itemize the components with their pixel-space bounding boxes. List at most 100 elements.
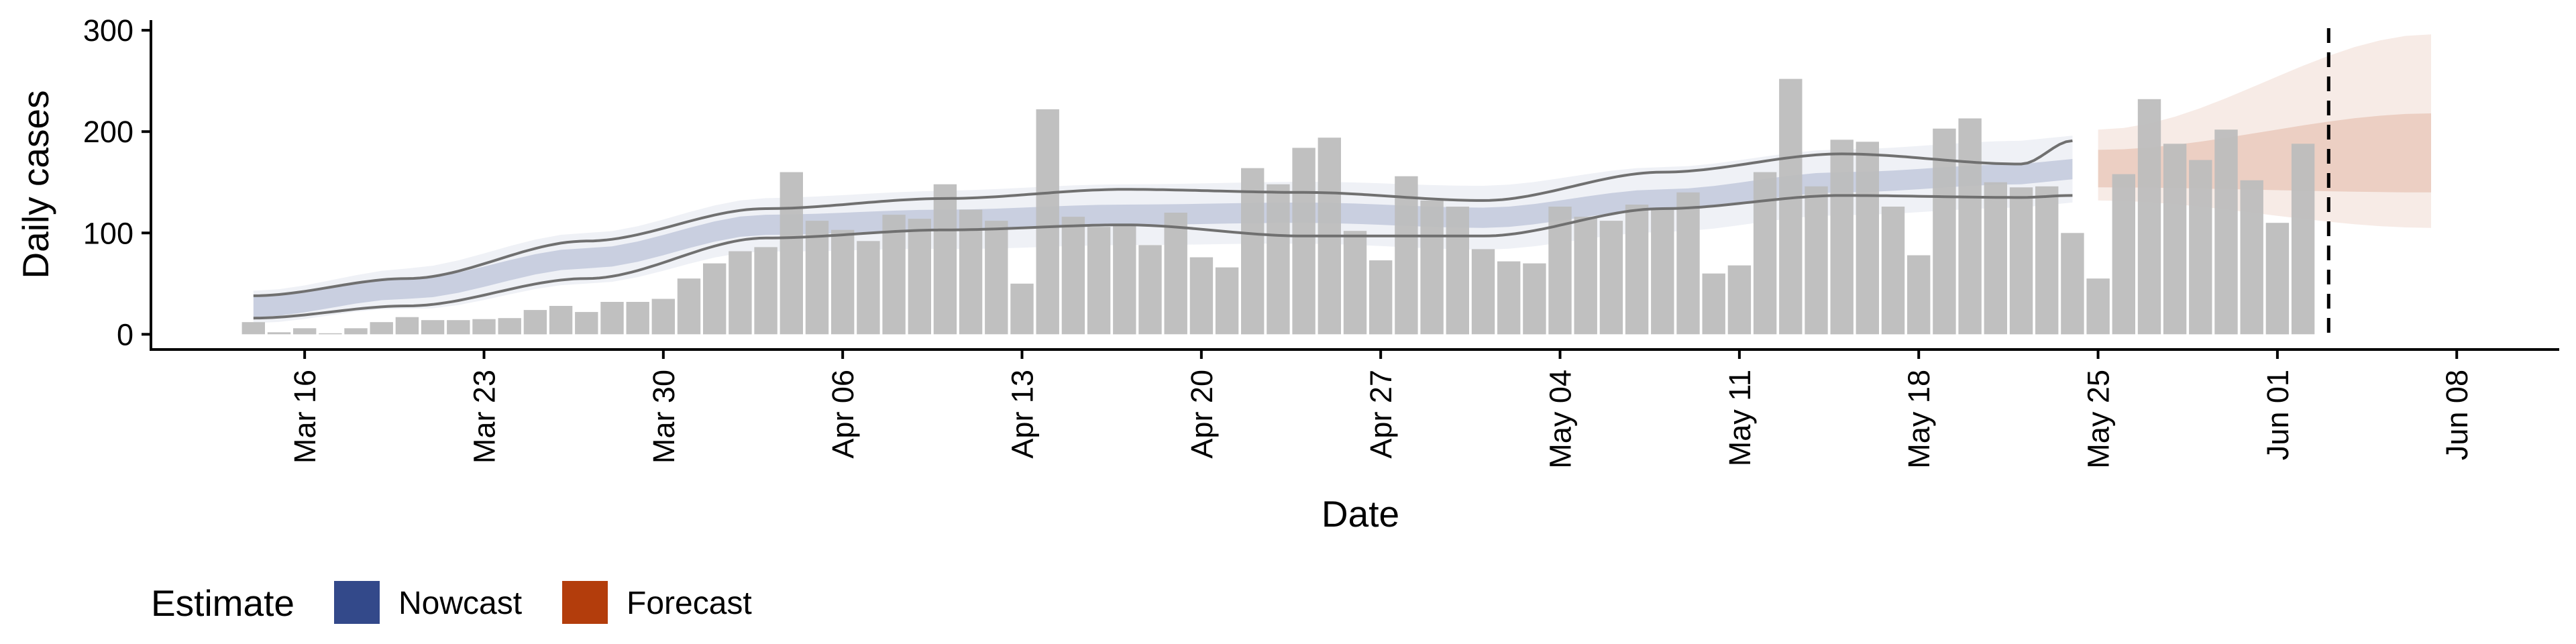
- bar: [626, 302, 649, 335]
- bar: [754, 247, 777, 335]
- bar: [1830, 140, 1854, 335]
- bar: [293, 328, 317, 335]
- bar: [1958, 118, 1982, 335]
- bar: [344, 328, 368, 335]
- bar: [2086, 278, 2110, 335]
- bar: [1753, 172, 1777, 335]
- nowcast-lower-line: [253, 194, 2073, 320]
- x-tick-label: May 04: [1544, 370, 1578, 469]
- bar: [857, 241, 880, 335]
- bar: [472, 319, 496, 335]
- bar: [600, 302, 624, 335]
- bar: [1599, 221, 1623, 335]
- bar: [447, 320, 470, 335]
- legend-title: Estimate: [151, 582, 294, 624]
- bar: [267, 332, 291, 335]
- bar: [1805, 186, 1828, 335]
- bar: [1933, 128, 1956, 335]
- bar: [575, 312, 598, 335]
- x-tick-label: Jun 01: [2261, 370, 2295, 460]
- bar: [908, 219, 931, 335]
- bar: [2112, 174, 2135, 335]
- bar: [1881, 207, 1905, 335]
- y-tick-label: 100: [83, 216, 133, 250]
- bar: [2291, 144, 2315, 335]
- bar: [1215, 267, 1239, 335]
- bar: [1087, 227, 1111, 335]
- bar: [498, 318, 521, 335]
- bar: [2214, 129, 2238, 335]
- y-tick-label: 300: [83, 13, 133, 48]
- x-tick-label: May 11: [1723, 370, 1757, 466]
- bar: [882, 215, 906, 335]
- x-tick-label: Jun 08: [2440, 370, 2474, 460]
- bar: [1727, 265, 1752, 335]
- bar: [1343, 231, 1367, 335]
- x-tick-label: Mar 16: [288, 370, 322, 464]
- bar: [421, 320, 445, 335]
- bar: [1446, 207, 1469, 335]
- bar: [651, 299, 675, 335]
- y-tick-label: 200: [83, 115, 133, 149]
- bar: [1164, 213, 1187, 335]
- bar: [985, 221, 1008, 335]
- bar: [1241, 168, 1265, 335]
- bar: [1856, 142, 1879, 335]
- bar: [1113, 225, 1136, 335]
- bar: [1651, 209, 1674, 335]
- bar: [1369, 260, 1393, 335]
- bar: [1676, 192, 1700, 335]
- x-tick-label: Apr 13: [1006, 370, 1040, 459]
- legend-swatch-nowcast: [334, 581, 380, 624]
- legend-swatch-forecast: [562, 581, 608, 624]
- bar: [805, 221, 829, 335]
- x-tick-label: May 18: [1902, 370, 1936, 469]
- bar: [1574, 217, 1597, 335]
- bar: [1625, 205, 1649, 335]
- x-tick-label: Apr 27: [1364, 370, 1398, 459]
- bar: [1138, 245, 1162, 335]
- bar: [1061, 217, 1085, 335]
- nowcast-upper-line: [253, 139, 2073, 297]
- bar: [370, 322, 393, 335]
- bar: [1497, 261, 1521, 335]
- bar: [2009, 187, 2033, 335]
- bar: [831, 229, 855, 335]
- bar: [1036, 109, 1059, 335]
- legend: Estimate Nowcast Forecast: [151, 581, 752, 624]
- x-tick-label: Apr 20: [1185, 370, 1219, 459]
- bar: [780, 172, 803, 335]
- bar: [1010, 283, 1034, 335]
- bar: [241, 322, 265, 335]
- bar: [1523, 263, 1546, 335]
- x-tick-label: Mar 23: [468, 370, 502, 464]
- bar: [523, 310, 547, 335]
- axes: 0 100 200 300 Mar 16 Mar 23 Mar 30 Apr 06 Apr 13…: [83, 13, 2559, 469]
- bars: [241, 78, 2315, 335]
- bar: [703, 263, 727, 335]
- legend-label-nowcast: Nowcast: [398, 586, 522, 621]
- x-tick-label: Mar 30: [647, 370, 681, 464]
- interval-lines: [253, 139, 2073, 320]
- bar: [2061, 233, 2084, 335]
- bar: [1267, 184, 1290, 335]
- x-axis-title: Date: [1322, 493, 1399, 535]
- y-axis-title: Daily cases: [15, 90, 56, 278]
- bar: [1984, 182, 2007, 335]
- bar: [1420, 200, 1444, 335]
- bar: [933, 184, 957, 335]
- nowcast-outer-band: [253, 136, 2073, 323]
- bar: [1292, 148, 1316, 335]
- nowcast-inner-band: [253, 159, 2073, 317]
- bar: [2189, 160, 2212, 335]
- legend-label-forecast: Forecast: [627, 586, 752, 621]
- y-tick-label: 0: [117, 317, 133, 352]
- bar: [677, 278, 701, 335]
- bar: [2163, 144, 2187, 335]
- bar: [395, 317, 419, 335]
- bar: [1189, 257, 1214, 335]
- bar: [729, 251, 752, 335]
- bar: [2035, 186, 2059, 335]
- x-tick-label: Apr 06: [826, 370, 860, 459]
